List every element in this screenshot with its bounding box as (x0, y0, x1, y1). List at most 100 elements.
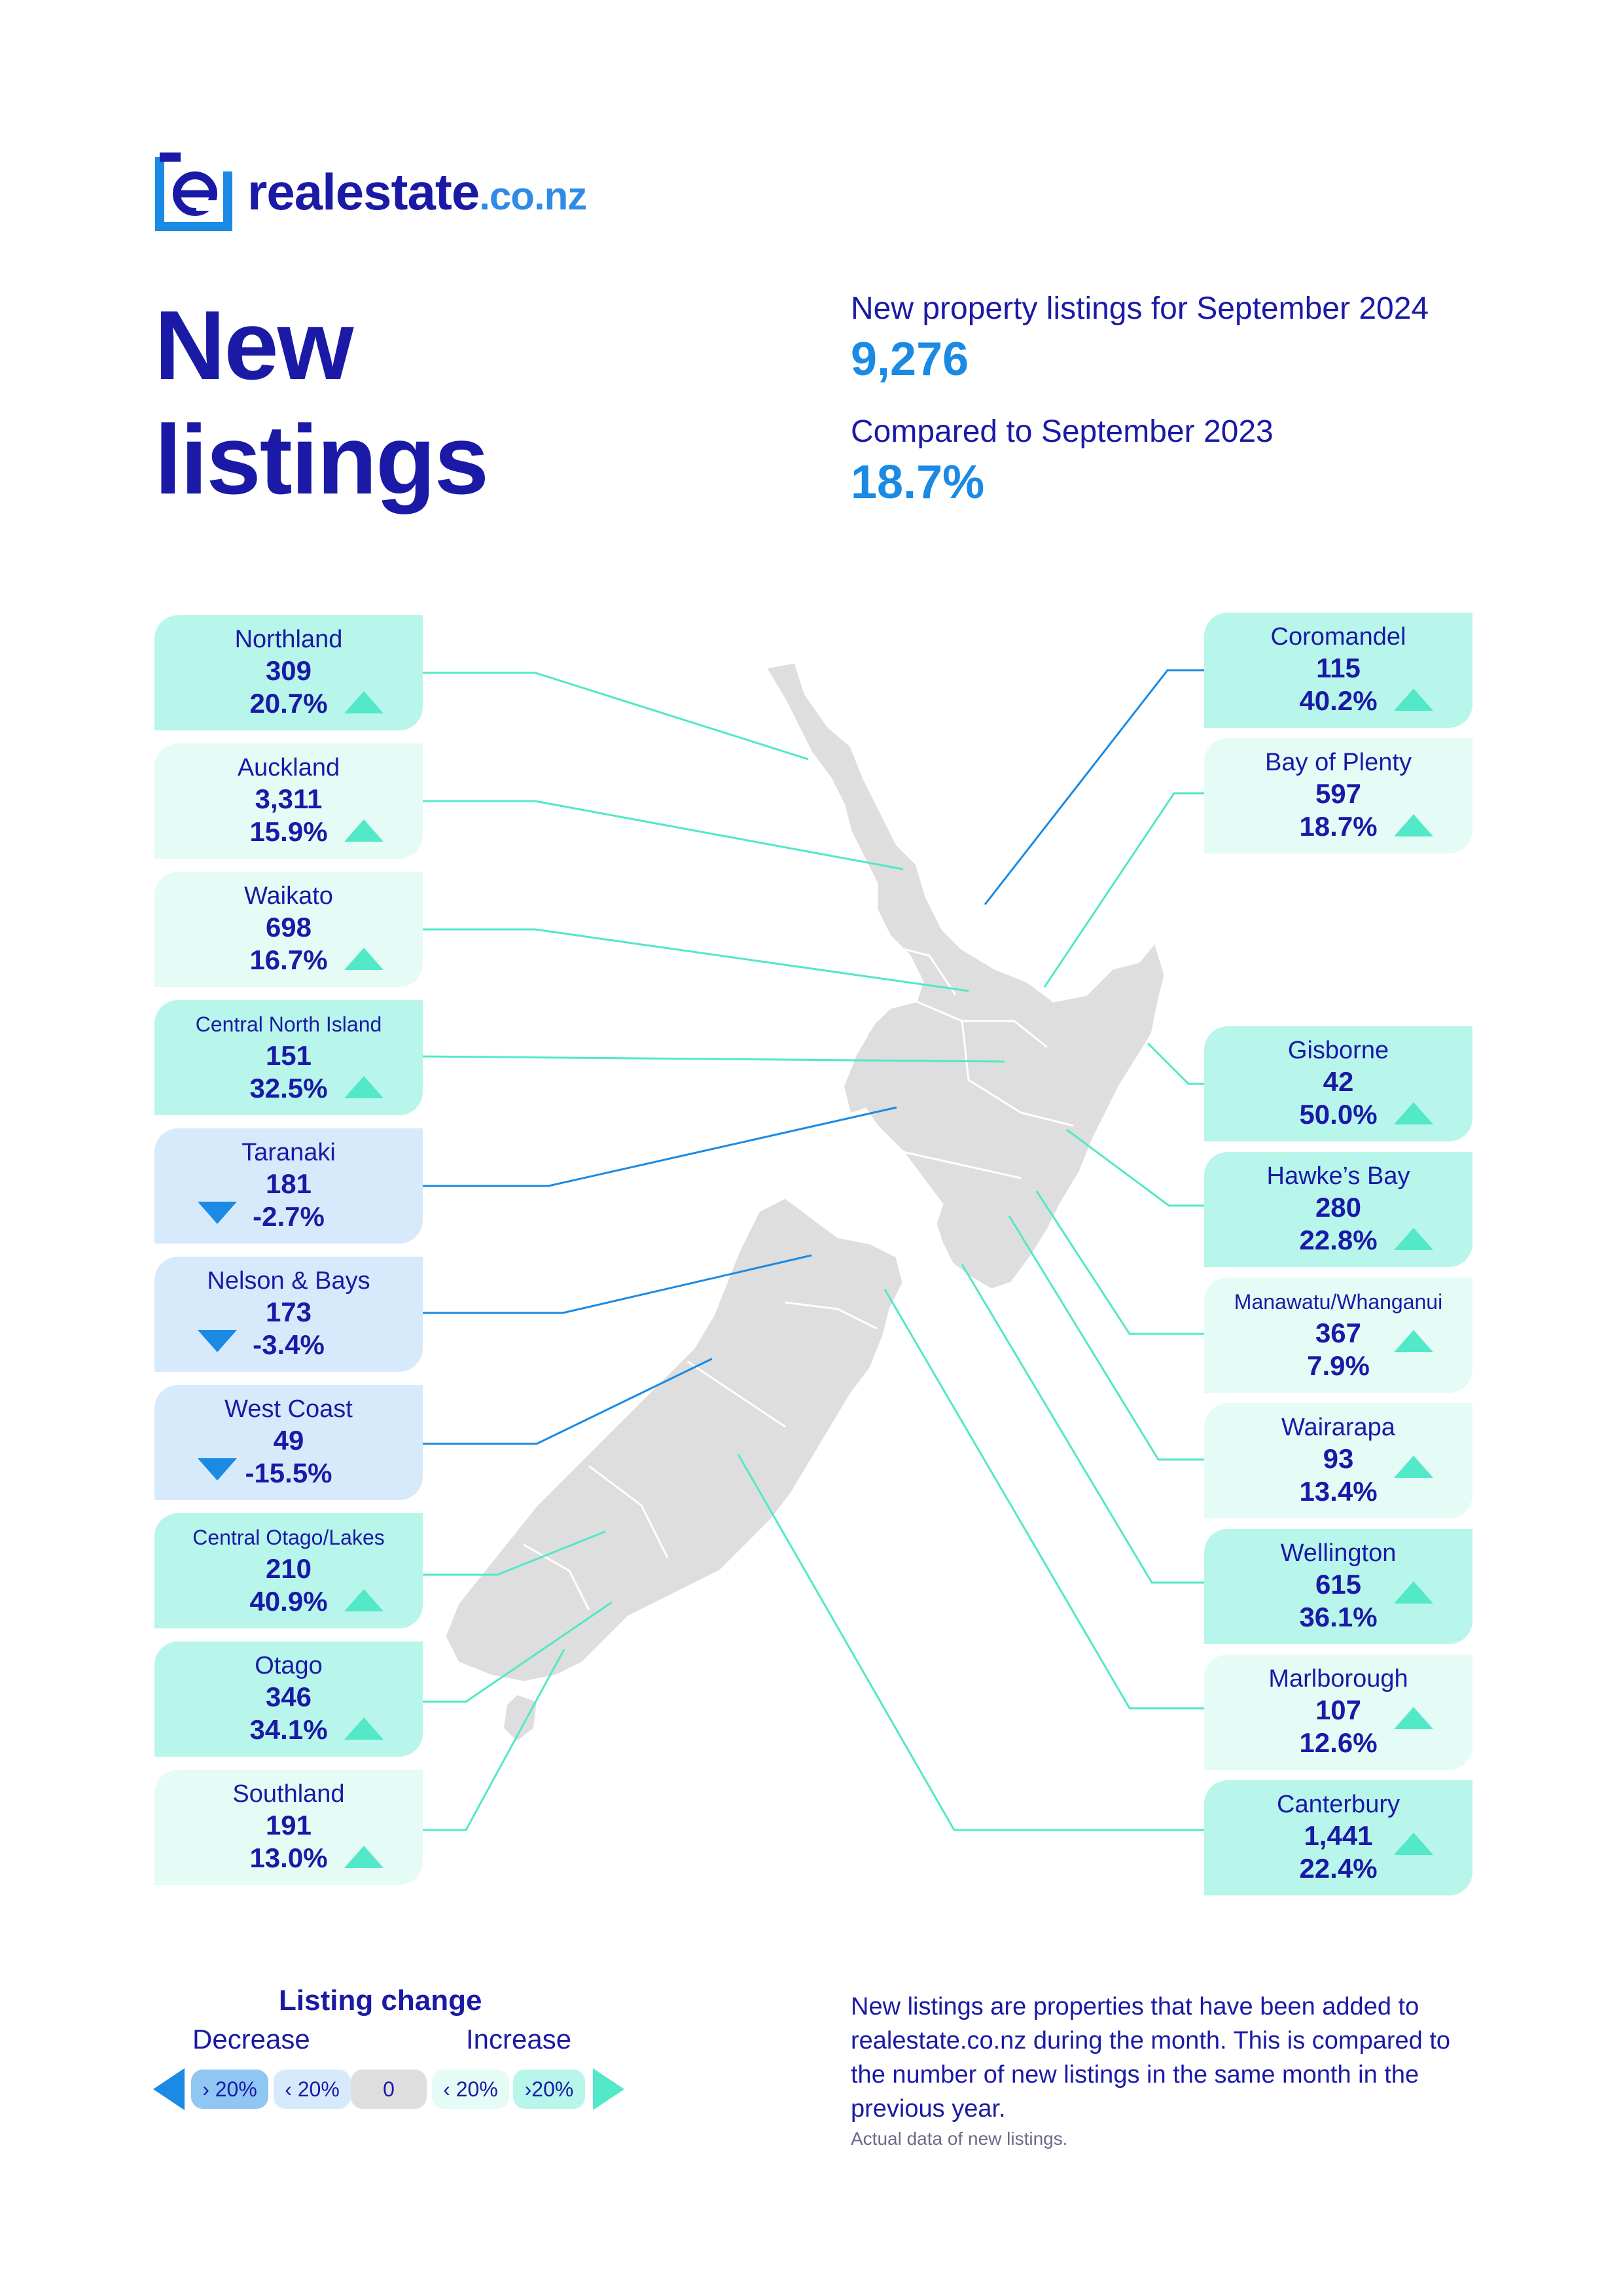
region-name: Central Otago/Lakes (192, 1526, 385, 1549)
connector-hawkes-bay (1066, 1128, 1204, 1207)
legend-pill-small-decrease: ‹ 20% (274, 2070, 351, 2109)
brand-wordmark: realestate.co.nz (247, 162, 587, 222)
region-pct: 40.9% (249, 1586, 328, 1617)
down-arrow-icon (198, 1330, 237, 1352)
region-card-central-north-island[interactable]: Central North Island 151 32.5% (154, 1000, 423, 1115)
region-card-coromandel[interactable]: Coromandel 115 40.2% (1204, 613, 1472, 728)
region-name: Hawke’s Bay (1266, 1162, 1410, 1190)
region-name: Marlborough (1268, 1665, 1408, 1693)
listings-value: 9,276 (851, 333, 969, 386)
connector-wellington (961, 1264, 1204, 1584)
region-card-wairarapa[interactable]: Wairarapa 93 13.4% (1204, 1403, 1472, 1518)
taranaki-bulge (844, 1021, 903, 1113)
region-card-marlborough[interactable]: Marlborough 107 12.6% (1204, 1655, 1472, 1770)
region-count: 309 (265, 655, 312, 686)
region-name: Gisborne (1287, 1037, 1389, 1064)
connector-manawatu (1035, 1191, 1204, 1335)
connector-bay-of-plenty (1043, 792, 1204, 988)
region-card-wellington[interactable]: Wellington 615 36.1% (1204, 1529, 1472, 1644)
region-pct: -2.7% (253, 1201, 325, 1232)
region-pct: 13.0% (249, 1842, 328, 1873)
region-card-west-coast[interactable]: West Coast 49 -15.5% (154, 1385, 423, 1500)
compare-label: Compared to September 2023 (851, 414, 1274, 449)
listings-label: New property listings for September 2024 (851, 291, 1429, 326)
legend-decrease-label: Decrease (192, 2024, 310, 2054)
region-count: 367 (1315, 1318, 1362, 1348)
region-name: West Coast (224, 1395, 353, 1423)
south-island-shape (444, 1196, 904, 1683)
region-card-southland[interactable]: Southland 191 13.0% (154, 1770, 423, 1885)
stewart-island-shape (504, 1695, 537, 1741)
region-pct: 7.9% (1307, 1350, 1370, 1381)
brand-tld: .co.nz (479, 173, 587, 218)
region-card-bay-of-plenty[interactable]: Bay of Plenty 597 18.7% (1204, 738, 1472, 853)
region-name: Manawatu/Whanganui (1234, 1290, 1443, 1314)
up-arrow-icon (1394, 689, 1433, 711)
region-name: Northland (234, 626, 343, 653)
up-arrow-icon (344, 948, 383, 970)
region-count: 93 (1323, 1443, 1354, 1474)
brand-logo[interactable]: realestate.co.nz (154, 152, 587, 232)
region-pct: 40.2% (1299, 685, 1378, 716)
connector-otago (419, 1601, 613, 1703)
region-pct: 22.4% (1299, 1853, 1378, 1884)
connector-wairarapa (1008, 1215, 1204, 1461)
region-card-central-otago-lakes[interactable]: Central Otago/Lakes 210 40.9% (154, 1513, 423, 1628)
region-pct: -3.4% (253, 1329, 325, 1360)
legend-pill-zero: 0 (351, 2070, 427, 2109)
region-pct: 13.4% (1299, 1476, 1378, 1507)
region-card-auckland[interactable]: Auckland 3,311 15.9% (154, 744, 423, 859)
legend-pill-large-increase: ›20% (513, 2070, 585, 2109)
region-pct: 34.1% (249, 1714, 328, 1745)
region-card-waikato[interactable]: Waikato 698 16.7% (154, 872, 423, 987)
region-pct: 50.0% (1299, 1099, 1378, 1130)
region-name: Nelson & Bays (207, 1267, 370, 1295)
region-pct: 18.7% (1299, 811, 1378, 842)
legend-increase-label: Increase (466, 2024, 572, 2054)
up-arrow-icon (344, 1717, 383, 1740)
region-card-canterbury[interactable]: Canterbury 1,441 22.4% (1204, 1780, 1472, 1895)
footnote-small: Actual data of new listings. (851, 2128, 1068, 2149)
connector-canterbury (737, 1454, 1204, 1831)
compare-value: 18.7% (851, 456, 985, 509)
region-card-gisborne[interactable]: Gisborne 42 50.0% (1204, 1026, 1472, 1141)
up-arrow-icon (344, 1846, 383, 1868)
region-pct: 12.6% (1299, 1727, 1378, 1758)
connector-central-north-island (418, 1055, 1005, 1063)
region-card-otago[interactable]: Otago 346 34.1% (154, 1641, 423, 1757)
down-arrow-icon (198, 1458, 237, 1480)
region-count: 698 (265, 912, 312, 942)
region-name: Wellington (1280, 1539, 1397, 1567)
connector-west-coast (419, 1357, 713, 1445)
region-count: 210 (265, 1553, 312, 1584)
up-arrow-icon (1394, 1456, 1433, 1478)
connector-taranaki (419, 1106, 897, 1187)
page-title-line2: listings (154, 404, 489, 514)
connector-gisborne (1147, 1042, 1204, 1085)
region-card-nelson-bays[interactable]: Nelson & Bays 173 -3.4% (154, 1257, 423, 1372)
region-count: 597 (1315, 778, 1362, 809)
north-island-shape (764, 661, 1166, 1291)
up-arrow-icon (1394, 1707, 1433, 1729)
up-arrow-icon (1394, 814, 1433, 836)
region-card-manawatu-whanganui[interactable]: Manawatu/Whanganui 367 7.9% (1204, 1278, 1472, 1393)
up-arrow-icon (344, 819, 383, 842)
region-card-taranaki[interactable]: Taranaki 181 -2.7% (154, 1128, 423, 1244)
region-pct: 16.7% (249, 944, 328, 975)
region-card-northland[interactable]: Northland 309 20.7% (154, 615, 423, 730)
legend-pill-small-increase: ‹ 20% (432, 2070, 509, 2109)
region-count: 1,441 (1304, 1820, 1373, 1851)
page-title-line1: New (154, 290, 353, 400)
region-count: 107 (1315, 1695, 1362, 1725)
connector-northland (419, 672, 809, 761)
up-arrow-icon (344, 1076, 383, 1098)
region-count: 3,311 (255, 783, 323, 814)
logo-mark-icon (155, 152, 232, 231)
region-count: 280 (1315, 1192, 1362, 1223)
region-pct: 15.9% (249, 816, 328, 847)
region-name: Canterbury (1277, 1791, 1400, 1818)
region-name: Auckland (237, 754, 340, 781)
region-count: 181 (265, 1168, 312, 1199)
region-card-hawkes-bay[interactable]: Hawke’s Bay 280 22.8% (1204, 1152, 1472, 1267)
